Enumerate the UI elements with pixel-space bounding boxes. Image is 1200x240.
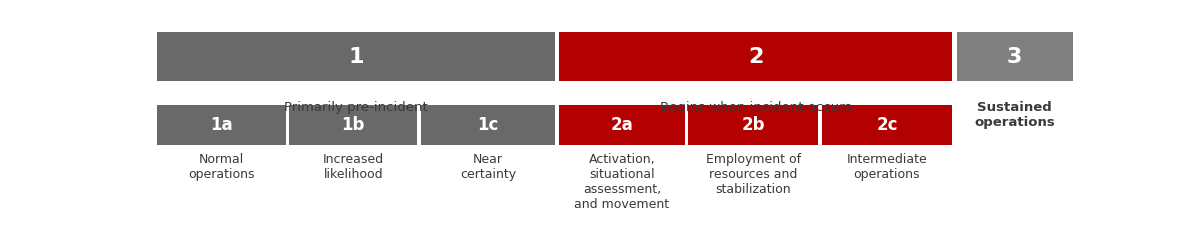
Text: 1c: 1c <box>478 116 498 134</box>
Bar <box>559 105 685 145</box>
Text: Sustained
operations: Sustained operations <box>974 101 1055 129</box>
Bar <box>559 32 952 81</box>
Text: 1: 1 <box>348 47 364 66</box>
Bar <box>289 105 418 145</box>
Text: Primarily pre-incident: Primarily pre-incident <box>284 101 428 114</box>
Text: Increased
likelihood: Increased likelihood <box>323 153 384 181</box>
Text: 1a: 1a <box>210 116 233 134</box>
Text: Employment of
resources and
stabilization: Employment of resources and stabilizatio… <box>706 153 800 196</box>
Text: 3: 3 <box>1007 47 1022 66</box>
Bar <box>689 105 818 145</box>
Bar <box>421 105 554 145</box>
Text: 2a: 2a <box>611 116 634 134</box>
Text: 1b: 1b <box>342 116 365 134</box>
Text: Activation,
situational
assessment,
and movement: Activation, situational assessment, and … <box>575 153 670 211</box>
Text: Near
certainty: Near certainty <box>460 153 516 181</box>
Bar <box>956 32 1073 81</box>
Text: 2: 2 <box>748 47 763 66</box>
Text: Intermediate
operations: Intermediate operations <box>847 153 928 181</box>
Bar <box>157 32 554 81</box>
Bar <box>822 105 952 145</box>
Text: Normal
operations: Normal operations <box>188 153 254 181</box>
Text: Begins when incident occurs: Begins when incident occurs <box>660 101 851 114</box>
Text: 2c: 2c <box>876 116 898 134</box>
Bar <box>157 105 286 145</box>
Text: 2b: 2b <box>742 116 766 134</box>
